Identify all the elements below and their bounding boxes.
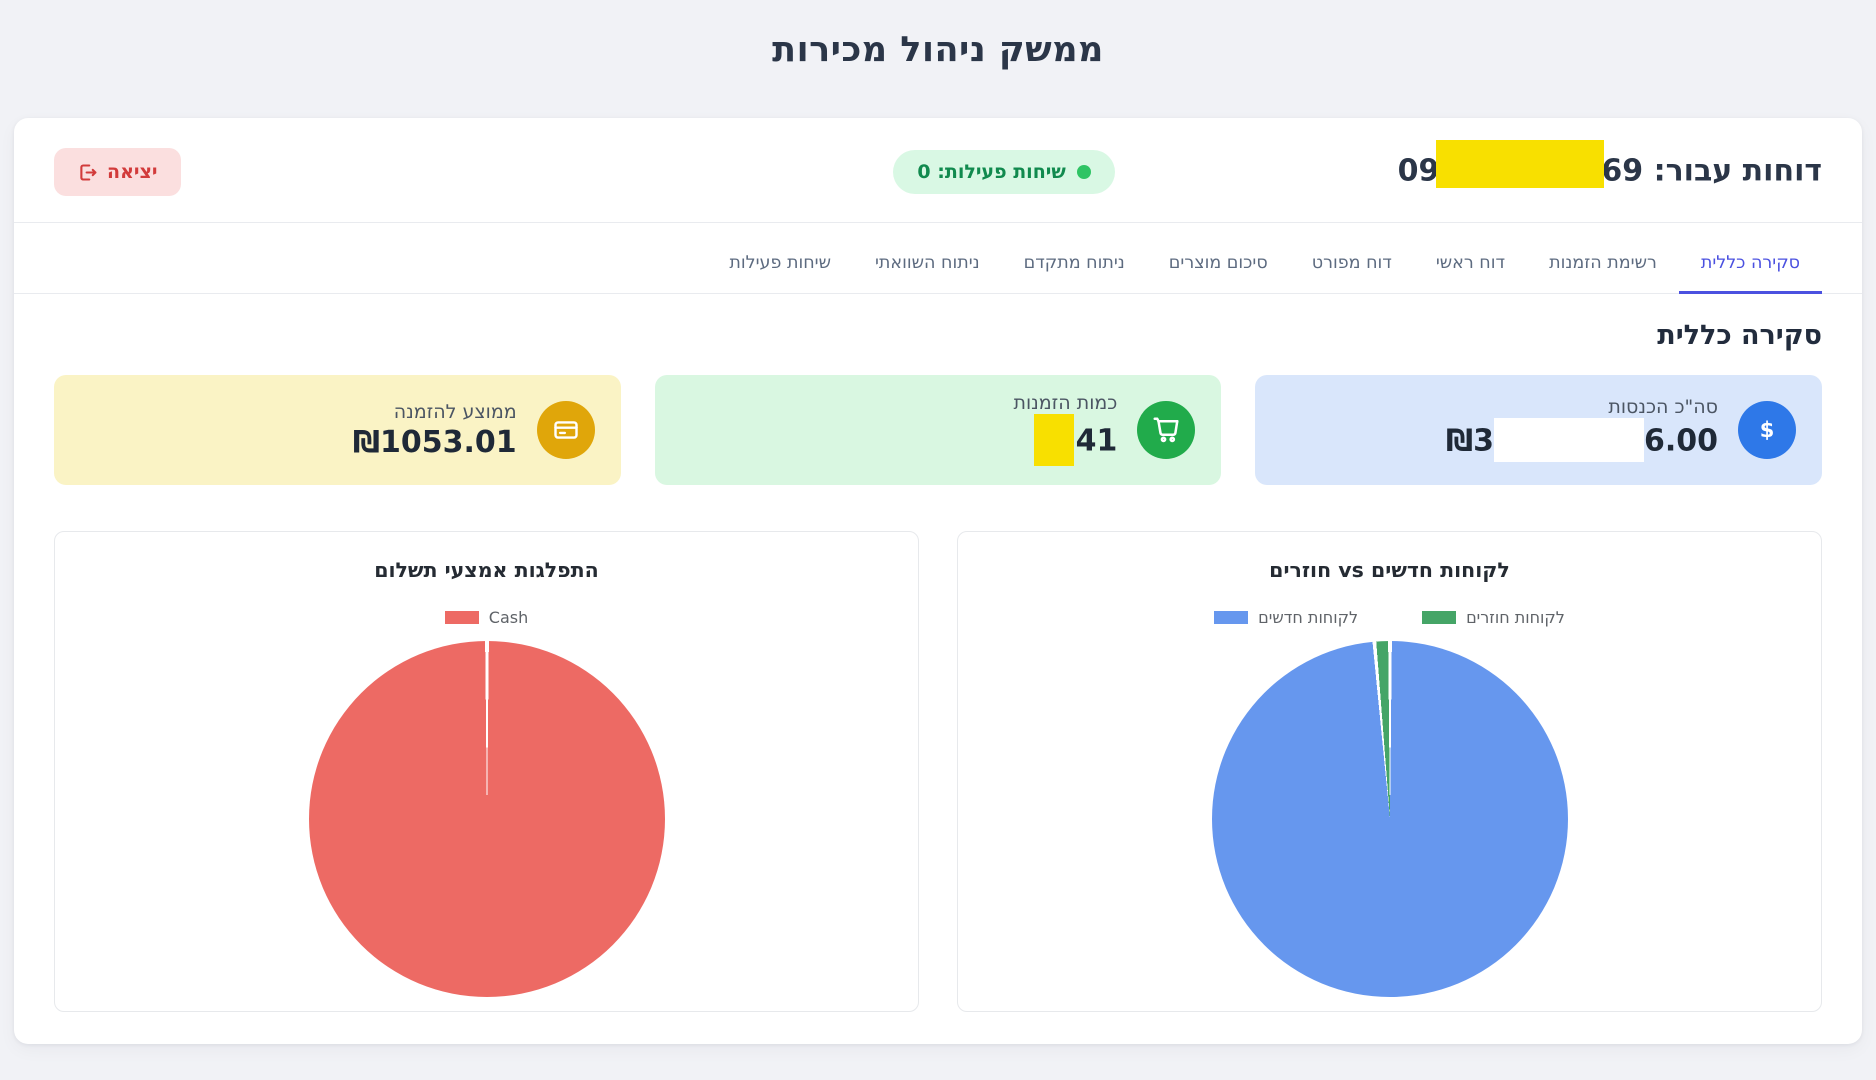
active-calls-badge: שיחות פעילות: 0	[893, 150, 1115, 194]
exit-label: יציאה	[107, 161, 158, 183]
tab-comparative-analysis[interactable]: ניתוח השוואתי	[874, 253, 980, 273]
panel-header: דוחות עבור: 09 69 שיחות פעילות: 0 יציאה	[54, 140, 1822, 196]
chart-legend: Cash	[55, 608, 918, 627]
pie-wrap	[958, 641, 1821, 997]
divider	[14, 293, 1862, 294]
value-suffix: 6.00	[1643, 423, 1718, 459]
cart-icon	[1137, 401, 1196, 459]
stat-card-orders-count: כמות הזמנות 41	[654, 375, 1222, 485]
stat-card-total-revenue: $ סה"כ הכנסות ₪3 6.00	[1255, 375, 1822, 485]
phone-start: 09	[1397, 153, 1440, 189]
chart-title: לקוחות חדשים vs חוזרים	[1269, 558, 1510, 582]
stats-row: $ סה"כ הכנסות ₪3 6.00 כמות הזמנות 41	[53, 375, 1822, 485]
stat-text: כמות הזמנות 41	[1013, 392, 1118, 468]
legend-entry-cash: Cash	[444, 608, 529, 627]
redaction-box	[1436, 140, 1605, 188]
stat-label: סה"כ הכנסות	[1608, 396, 1718, 418]
status-dot-icon	[1076, 165, 1091, 179]
section-title: סקירה כללית	[1657, 320, 1822, 351]
tab-detailed-report[interactable]: דוח מפורט	[1311, 253, 1392, 273]
stat-text: סה"כ הכנסות ₪3 6.00	[1446, 396, 1718, 464]
chart-title: התפלגות אמצעי תשלום	[374, 558, 599, 582]
stat-value: 41	[1014, 414, 1118, 468]
customers-pie-chart	[1211, 641, 1568, 997]
tab-advanced-analysis[interactable]: ניתוח מתקדם	[1023, 253, 1125, 273]
dollar-icon: $	[1738, 401, 1796, 459]
report-for-label: דוחות עבור:	[1643, 153, 1822, 189]
legend-label: Cash	[488, 608, 529, 627]
legend-entry-new-customers: לקוחות חדשים	[1214, 608, 1358, 627]
tab-orders-list[interactable]: רשימת הזמנות	[1549, 253, 1657, 273]
phone-number: 09 69	[1397, 140, 1644, 196]
legend-entry-returning-customers: לקוחות חוזרים	[1422, 608, 1565, 627]
tab-overview[interactable]: סקירה כללית	[1678, 239, 1822, 294]
legend-swatch	[444, 611, 479, 624]
stat-text: ממוצע להזמנה ₪1053.01	[353, 401, 517, 460]
redaction-box	[1493, 418, 1644, 462]
tab-bar: סקירה כללית רשימת הזמנות דוח ראשי דוח מפ…	[54, 223, 1822, 294]
stat-value: ₪3 6.00	[1445, 418, 1718, 464]
pie-wrap	[55, 641, 918, 997]
main-panel: דוחות עבור: 09 69 שיחות פעילות: 0 יציאה ס…	[14, 118, 1862, 1044]
tab-main-report[interactable]: דוח ראשי	[1435, 253, 1506, 273]
divider	[14, 222, 1862, 223]
legend-label: לקוחות חדשים	[1258, 608, 1359, 627]
active-calls-label: שיחות פעילות: 0	[917, 161, 1066, 183]
page-title: ממשק ניהול מכירות	[772, 30, 1104, 70]
chart-legend: לקוחות חדשים לקוחות חוזרים	[958, 608, 1821, 627]
report-for-title: דוחות עבור: 09 69	[1397, 140, 1822, 196]
legend-label: לקוחות חוזרים	[1466, 608, 1565, 627]
logout-icon	[77, 162, 98, 183]
redaction-box	[1033, 414, 1074, 466]
exit-button[interactable]: יציאה	[54, 148, 181, 196]
stat-label: כמות הזמנות	[1013, 392, 1118, 414]
phone-end: 69	[1601, 153, 1644, 189]
payment-methods-pie-chart	[308, 641, 665, 997]
tab-products-summary[interactable]: סיכום מוצרים	[1168, 253, 1268, 273]
charts-row: לקוחות חדשים vs חוזרים לקוחות חדשים לקוח…	[54, 531, 1822, 1012]
value: 41	[1075, 423, 1118, 459]
legend-swatch	[1422, 611, 1457, 624]
credit-card-icon	[536, 401, 595, 459]
stat-value: ₪1053.01	[352, 424, 517, 460]
legend-swatch	[1214, 611, 1249, 624]
tab-active-calls[interactable]: שיחות פעילות	[729, 253, 831, 273]
stat-card-average-order: ממוצע להזמנה ₪1053.01	[53, 375, 621, 485]
chart-card-payment-methods: התפלגות אמצעי תשלום Cash	[54, 531, 919, 1012]
value-prefix: ₪3	[1445, 423, 1494, 459]
chart-card-customers: לקוחות חדשים vs חוזרים לקוחות חדשים לקוח…	[957, 531, 1822, 1012]
stat-label: ממוצע להזמנה	[393, 400, 517, 423]
